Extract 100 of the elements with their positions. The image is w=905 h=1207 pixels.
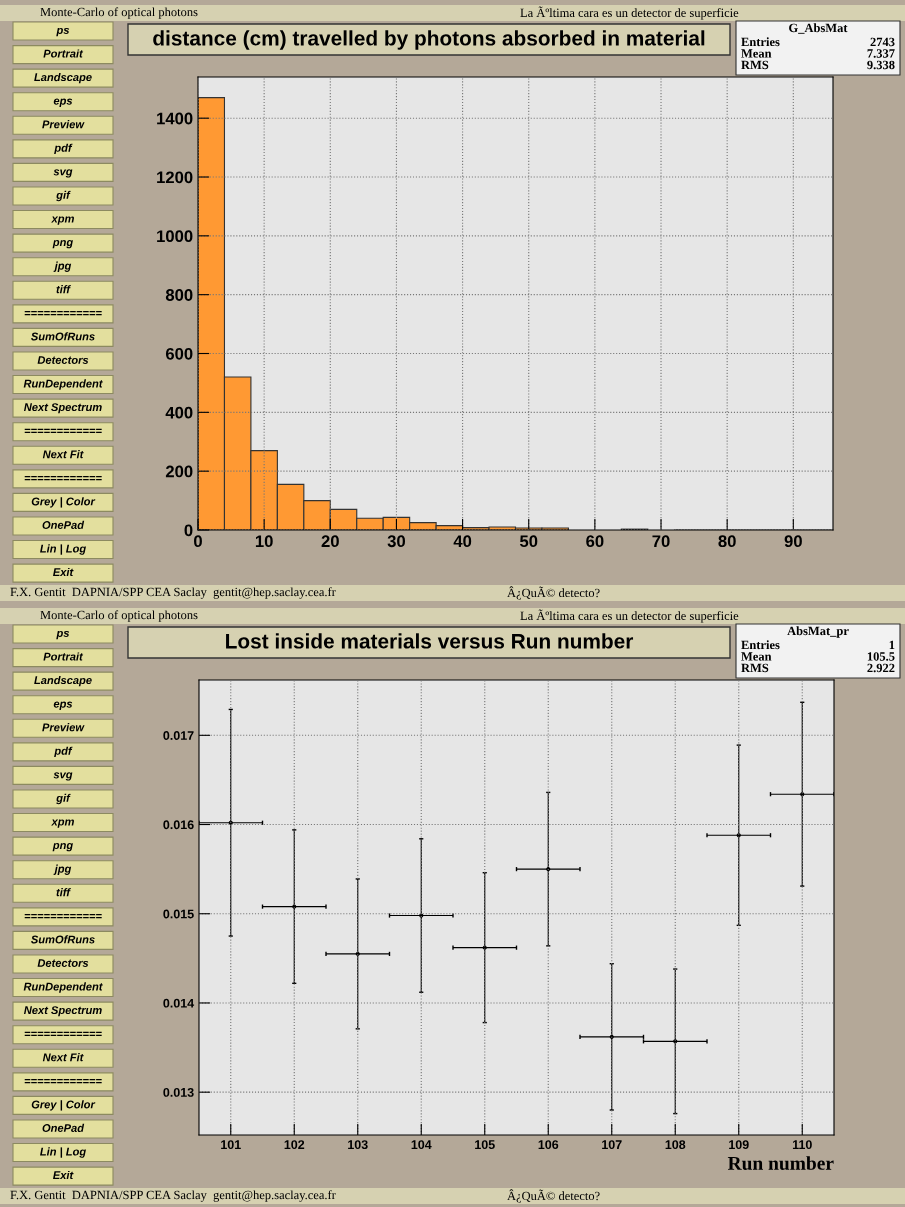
x-tick-label: 107 <box>602 1140 622 1150</box>
text: RMS <box>741 60 769 70</box>
x-tick-label: 50 <box>519 535 538 548</box>
text: Lin | Log <box>40 1147 86 1158</box>
text: F.X. Gentit DAPNIA/SPP CEA Saclay gentit@hep.saclay.cea.fr <box>10 1190 336 1202</box>
y-tick-label: 0 <box>184 524 193 537</box>
text: RunDependent <box>23 982 103 993</box>
text: tiff <box>56 285 71 294</box>
text: Portrait <box>43 49 84 58</box>
text: Â¿QuÃ© detecto? <box>507 1189 600 1203</box>
text: jpg <box>53 864 72 875</box>
text: ============ <box>24 310 102 316</box>
text: xpm <box>51 819 74 828</box>
text: Next Fit <box>42 1053 84 1062</box>
x-tick-label: 0 <box>194 535 202 548</box>
text: SumOfRuns <box>31 332 95 341</box>
text: 1 <box>889 640 895 650</box>
y-tick-label: 400 <box>165 406 193 419</box>
y-tick-label: 1000 <box>157 230 193 243</box>
text: Landscape <box>34 675 92 687</box>
y-tick-label: 0.016 <box>163 820 194 830</box>
x-tick-label: 10 <box>255 535 273 548</box>
x-tick-label: 102 <box>284 1140 305 1150</box>
text: ps <box>56 630 70 640</box>
x-tick-label: 60 <box>586 535 604 548</box>
text: gif <box>56 793 71 805</box>
text: pdf <box>54 746 73 758</box>
text: Mean <box>741 652 772 661</box>
x-tick-label: 80 <box>718 535 736 548</box>
x-tick-label: 108 <box>665 1140 686 1150</box>
y-tick-label: 0.014 <box>163 998 195 1008</box>
text: Next Fit <box>42 450 84 459</box>
y-tick-label: 600 <box>165 347 193 360</box>
text: Exit <box>53 567 74 577</box>
x-tick-label: 109 <box>729 1140 749 1150</box>
x-tick-label: 101 <box>221 1140 241 1150</box>
y-tick-label: 0.017 <box>163 731 194 740</box>
text: jpg <box>53 261 72 272</box>
text: ps <box>56 27 70 37</box>
text: eps <box>53 98 73 107</box>
y-tick-label: 200 <box>165 465 193 478</box>
text: Exit <box>53 1170 74 1180</box>
x-tick-label: 90 <box>784 535 802 548</box>
text: Grey | Color <box>31 497 96 508</box>
text: Detectors <box>37 959 89 967</box>
text: eps <box>53 701 73 710</box>
x-tick-label: 20 <box>321 535 339 548</box>
text: RunDependent <box>23 379 103 390</box>
text: Detectors <box>37 356 89 364</box>
text: Grey | Color <box>31 1100 96 1111</box>
text: 2.922 <box>867 663 895 673</box>
text: xpm <box>51 216 74 225</box>
text: La Ãºltima cara es un detector de superficie <box>520 609 739 623</box>
x-tick-label: 106 <box>538 1140 559 1150</box>
text: ============ <box>24 428 102 433</box>
text: OnePad <box>42 520 85 529</box>
x-tick-label: 110 <box>792 1140 812 1150</box>
text: Mean <box>741 49 772 58</box>
x-tick-label: 103 <box>348 1140 368 1150</box>
text: gif <box>56 190 71 202</box>
y-tick-label: 1400 <box>157 112 193 125</box>
text: 105.5 <box>867 652 895 661</box>
text: svg <box>53 169 73 178</box>
text: G_AbsMat <box>789 23 848 34</box>
x-tick-label: 70 <box>652 535 670 548</box>
text: 2743 <box>870 37 895 47</box>
text: Next Spectrum <box>23 403 102 414</box>
text: ============ <box>24 1031 102 1036</box>
text: pdf <box>54 143 73 155</box>
x-tick-label: 104 <box>411 1140 432 1150</box>
text: Entries <box>741 640 780 650</box>
text: SumOfRuns <box>31 935 95 944</box>
y-tick-label: 1200 <box>157 171 193 184</box>
text: Lin | Log <box>40 544 86 555</box>
y-tick-label: 0.013 <box>163 1087 194 1097</box>
chart-title: distance (cm) travelled by photons absorbed in material <box>153 30 705 50</box>
x-tick-label: 40 <box>453 535 472 548</box>
text: AbsMat_pr <box>787 626 849 638</box>
y-tick-label: 0.015 <box>163 909 194 919</box>
text: png <box>52 240 73 249</box>
text: ============ <box>24 475 102 481</box>
chart-title: Lost inside materials versus Run number <box>226 633 634 649</box>
text: ============ <box>24 913 102 919</box>
text: Entries <box>741 37 780 47</box>
text: OnePad <box>42 1123 85 1132</box>
text: ============ <box>24 1078 102 1084</box>
text: Monte-Carlo of optical photons <box>40 610 198 622</box>
x-axis-title: Run number <box>727 1156 834 1170</box>
text: RMS <box>741 663 769 673</box>
text: Preview <box>42 723 85 732</box>
text: Next Spectrum <box>23 1006 102 1017</box>
text: Â¿QuÃ© detecto? <box>507 586 600 600</box>
text: F.X. Gentit DAPNIA/SPP CEA Saclay gentit@hep.saclay.cea.fr <box>10 587 336 599</box>
x-tick-label: 105 <box>475 1140 495 1150</box>
text: 7.337 <box>867 49 895 58</box>
text: Landscape <box>34 72 92 84</box>
text: La Ãºltima cara es un detector de superficie <box>520 6 739 20</box>
text: 9.338 <box>867 60 895 70</box>
text: Portrait <box>43 652 84 661</box>
y-tick-label: 800 <box>165 289 193 301</box>
